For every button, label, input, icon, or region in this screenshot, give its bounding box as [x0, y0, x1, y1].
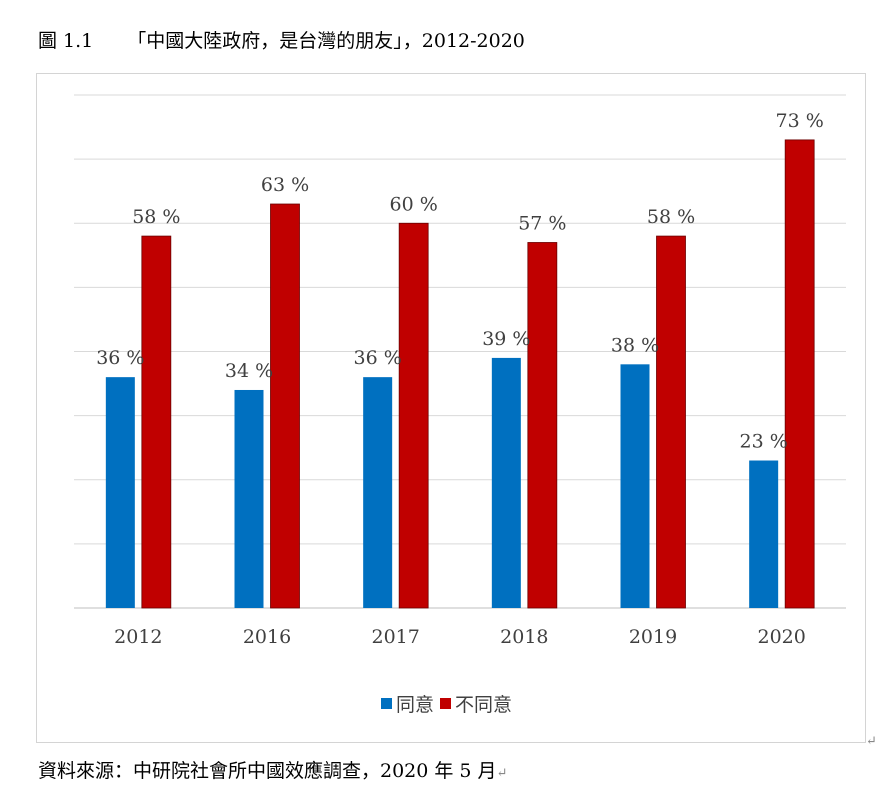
- figure-title: 圖 1.1 「中國大陸政府，是台灣的朋友」，2012-2020: [38, 26, 525, 53]
- value-label: 63 %: [261, 174, 309, 196]
- legend: 同意 不同意: [0, 690, 893, 717]
- value-label: 58 %: [647, 206, 695, 228]
- chart-area: [36, 73, 866, 743]
- value-label: 34 %: [225, 360, 273, 382]
- legend-swatch: [380, 698, 392, 709]
- x-tick-label-2019: 2019: [629, 626, 677, 648]
- x-tick-label-2017: 2017: [371, 626, 419, 648]
- value-labels: 36 % 58 % 34 % 63 % 36 % 60 % 39 % 57 % 38 % 58 %…: [96, 110, 824, 453]
- source-note: 資料來源：中研院社會所中國效應調查，2020 年 5 月↵: [38, 756, 507, 783]
- value-label: 36 %: [354, 347, 402, 369]
- bar-agree-2012: [105, 377, 135, 608]
- value-label: 36 %: [96, 347, 144, 369]
- value-label: 23 %: [740, 431, 788, 453]
- x-tick-label-2018: 2018: [500, 626, 548, 648]
- figure-number: 圖 1.1: [38, 30, 94, 52]
- paragraph-mark-icon: ↵: [866, 734, 877, 749]
- bar-agree-2016: [234, 389, 264, 608]
- figure-title-text: 「中國大陸政府，是台灣的朋友」，2012-2020: [127, 30, 525, 52]
- bar-disagree-2012: [141, 235, 172, 609]
- bar-disagree-2016: [270, 203, 300, 609]
- value-label: 39 %: [482, 328, 530, 350]
- bar-agree-2017: [363, 377, 393, 608]
- value-label: 60 %: [390, 193, 438, 215]
- bar-agree-2018: [491, 357, 521, 608]
- bar-disagree-2020: [784, 139, 815, 609]
- legend-item-disagree: 不同意: [440, 690, 512, 717]
- x-axis-tick-labels: 2012 2016 2017 2018 2019 2020: [114, 626, 806, 648]
- legend-label: 同意: [395, 694, 434, 716]
- bars: [105, 139, 815, 609]
- x-tick-label-2016: 2016: [243, 626, 291, 648]
- x-tick-label-2012: 2012: [114, 626, 162, 648]
- bar-disagree-2017: [398, 222, 429, 609]
- bar-disagree-2018: [527, 242, 558, 609]
- x-tick-label-2020: 2020: [757, 626, 805, 648]
- legend-label: 不同意: [455, 694, 513, 716]
- value-label: 58 %: [132, 206, 180, 228]
- bar-disagree-2019: [656, 235, 686, 609]
- value-label: 73 %: [776, 110, 824, 132]
- gridlines: [74, 94, 846, 609]
- value-label: 57 %: [518, 212, 566, 234]
- bar-agree-2020: [749, 460, 779, 608]
- value-label: 38 %: [611, 334, 659, 356]
- return-mark-icon: ↵: [496, 766, 508, 781]
- source-note-text: 資料來源：中研院社會所中國效應調查，2020 年 5 月: [38, 760, 497, 782]
- legend-item-agree: 同意: [380, 690, 434, 717]
- legend-swatch: [440, 698, 451, 709]
- bar-agree-2019: [620, 364, 650, 608]
